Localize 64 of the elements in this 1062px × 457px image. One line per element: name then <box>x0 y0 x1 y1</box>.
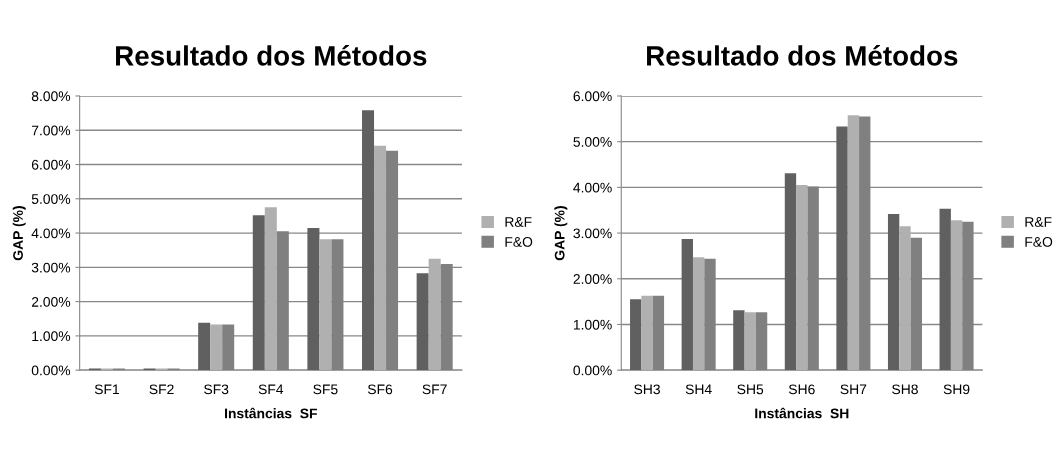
y-tick-label: 8.00% <box>31 91 71 102</box>
bar <box>428 258 441 371</box>
y-tick-label: 4.00% <box>573 182 612 193</box>
bar <box>198 322 211 371</box>
y-tick-label: 0.00% <box>31 365 71 376</box>
bar <box>836 126 848 371</box>
x-tick-label: SH7 <box>840 384 867 395</box>
legend-label: R&F <box>505 217 532 227</box>
y-axis-title: GAP (%) <box>554 206 568 261</box>
bar <box>416 273 429 371</box>
x-tick-label: SF2 <box>149 384 174 395</box>
y-tick-label: 6.00% <box>31 159 71 170</box>
bar <box>899 226 911 371</box>
bar <box>641 295 653 371</box>
y-axis-title: GAP (%) <box>12 206 26 261</box>
x-tick-label: SH3 <box>634 384 660 395</box>
chart-title: Resultado dos Métodos <box>647 45 958 66</box>
bar <box>681 239 693 371</box>
y-tick-label: 7.00% <box>31 125 71 136</box>
y-tick-label: 6.00% <box>573 91 612 102</box>
x-axis-title: Instâncias SF <box>225 407 317 419</box>
bar <box>733 310 745 371</box>
x-tick-label: SF7 <box>422 384 447 395</box>
bar <box>847 115 860 371</box>
bar <box>796 185 808 371</box>
y-tick-label: 4.00% <box>31 228 71 239</box>
x-tick-label: SH6 <box>788 384 815 395</box>
y-tick-label: 3.00% <box>31 262 71 273</box>
bar <box>264 207 277 371</box>
x-tick-label: SF6 <box>367 384 393 395</box>
y-tick-label: 2.00% <box>573 274 612 284</box>
bar <box>362 110 375 371</box>
bar <box>252 215 265 371</box>
x-tick-label: SH8 <box>892 384 918 395</box>
legend-label: R&F <box>1025 217 1052 227</box>
y-tick-label: 1.00% <box>573 319 612 330</box>
bar <box>307 227 320 371</box>
x-tick-label: SF4 <box>258 384 284 395</box>
y-tick-label: 5.00% <box>31 194 71 204</box>
bar <box>887 213 900 371</box>
bar <box>692 257 705 371</box>
bar <box>744 312 756 371</box>
bar <box>784 173 797 371</box>
bar <box>374 145 387 371</box>
x-axis-title: Instâncias SH <box>755 407 849 419</box>
x-tick-label: SH9 <box>943 384 970 395</box>
x-tick-label: SF5 <box>313 384 338 395</box>
x-tick-label: SH5 <box>737 384 764 395</box>
y-tick-label: 5.00% <box>573 137 612 147</box>
x-tick-label: SH4 <box>685 384 712 395</box>
legend-label: F&O <box>505 236 533 247</box>
y-tick-label: 2.00% <box>31 296 71 307</box>
bar <box>630 299 642 371</box>
y-tick-label: 0.00% <box>573 365 612 376</box>
x-tick-label: SF1 <box>94 384 120 395</box>
bar <box>319 239 332 371</box>
x-tick-label: SF3 <box>204 384 229 395</box>
y-tick-label: 3.00% <box>573 228 612 239</box>
y-tick-label: 1.00% <box>32 331 71 342</box>
chart-title: Resultado dos Métodos <box>116 45 427 66</box>
bar <box>950 220 963 371</box>
bar <box>210 324 223 371</box>
legend-label: F&O <box>1025 236 1053 247</box>
bar <box>939 208 951 371</box>
